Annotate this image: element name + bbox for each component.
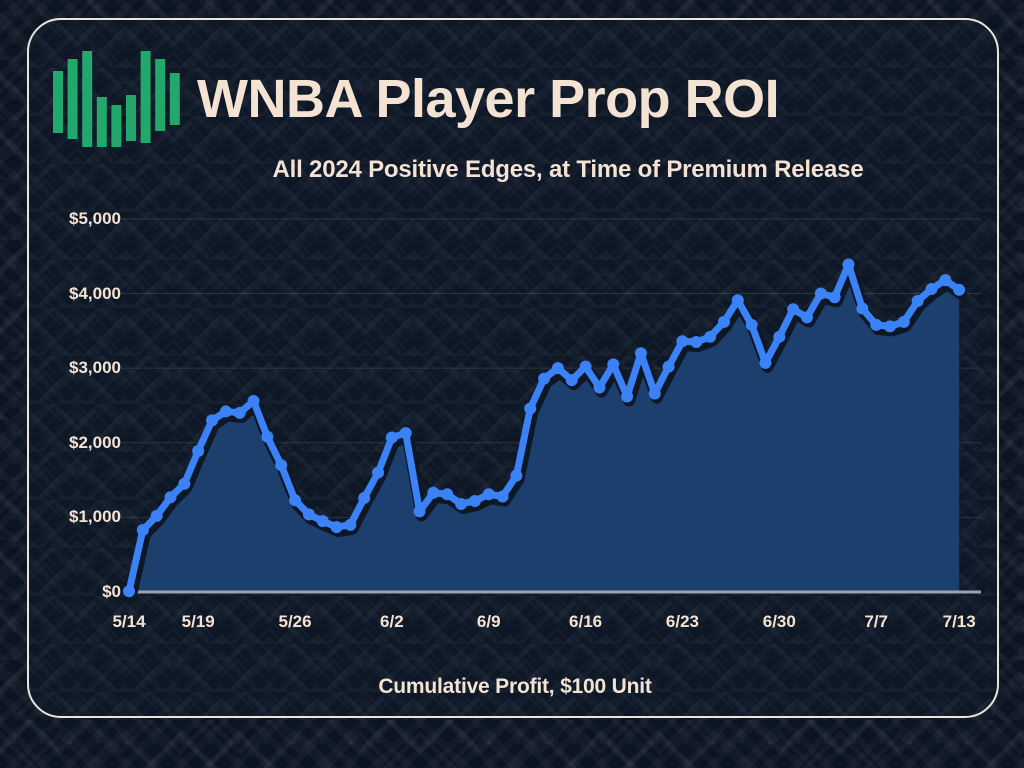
x-axis-tick: 5/26 bbox=[278, 612, 312, 631]
y-axis-tick: $5,000 bbox=[69, 208, 121, 228]
data-point bbox=[704, 330, 717, 343]
data-point bbox=[289, 494, 302, 507]
data-point bbox=[524, 402, 537, 415]
data-point bbox=[579, 360, 592, 373]
x-axis-tick: 6/23 bbox=[665, 612, 699, 631]
data-point bbox=[731, 294, 744, 307]
x-axis-tick: 6/30 bbox=[762, 612, 796, 631]
y-axis-tick: $3,000 bbox=[69, 358, 121, 378]
data-point bbox=[800, 311, 813, 324]
data-point bbox=[538, 372, 551, 385]
data-point bbox=[192, 444, 205, 457]
data-point bbox=[413, 505, 426, 518]
data-point bbox=[233, 406, 246, 419]
x-axis-tick: 5/14 bbox=[112, 612, 146, 631]
data-point bbox=[925, 283, 938, 296]
logo-bar bbox=[96, 97, 107, 147]
x-axis-tick: 6/9 bbox=[476, 612, 501, 631]
data-point bbox=[745, 318, 758, 331]
data-point bbox=[759, 356, 772, 369]
data-point bbox=[482, 488, 495, 501]
page-subtitle: All 2024 Positive Edges, at Time of Prem… bbox=[272, 156, 864, 183]
data-point bbox=[565, 374, 578, 387]
data-point bbox=[302, 508, 315, 521]
data-point bbox=[883, 320, 896, 333]
data-point bbox=[468, 494, 481, 507]
chart-card: WNBA Player Prop ROI All 2024 Positive E… bbox=[27, 18, 999, 718]
chart-caption: Cumulative Profit, $100 Unit bbox=[378, 675, 652, 698]
data-point bbox=[206, 414, 219, 427]
data-point bbox=[164, 491, 177, 504]
data-point bbox=[828, 291, 841, 304]
data-point bbox=[676, 335, 689, 348]
y-axis-tick: $4,000 bbox=[69, 283, 121, 303]
logo-bar bbox=[140, 51, 151, 143]
data-point bbox=[399, 427, 412, 440]
logo-bar bbox=[155, 59, 166, 131]
logo-bar bbox=[67, 59, 78, 139]
x-axis-tick: 5/19 bbox=[181, 612, 215, 631]
data-point bbox=[717, 315, 730, 328]
line-chart bbox=[121, 218, 981, 602]
page-title: WNBA Player Prop ROI bbox=[197, 69, 780, 129]
y-axis-tick: $2,000 bbox=[69, 432, 121, 452]
data-point bbox=[953, 283, 966, 296]
data-point bbox=[593, 381, 606, 394]
data-point bbox=[219, 405, 232, 418]
bar-logo-icon bbox=[47, 51, 187, 147]
data-point bbox=[455, 497, 468, 510]
data-point bbox=[261, 430, 274, 443]
data-point bbox=[510, 469, 523, 482]
data-point bbox=[787, 303, 800, 316]
data-point bbox=[150, 509, 163, 522]
data-point bbox=[648, 387, 661, 400]
data-point bbox=[385, 431, 398, 444]
data-point bbox=[551, 362, 564, 375]
logo-bar bbox=[82, 51, 93, 147]
data-point bbox=[690, 336, 703, 349]
data-point bbox=[358, 491, 371, 504]
data-point bbox=[123, 585, 135, 598]
x-axis-labels: 5/14 5/19 5/26 6/2 6/9 6/16 6/23 6/30 7/7 7/13 bbox=[29, 612, 997, 642]
data-point bbox=[316, 515, 329, 528]
data-point bbox=[427, 486, 440, 499]
data-point bbox=[870, 318, 883, 331]
data-point bbox=[662, 360, 675, 373]
data-point bbox=[247, 394, 260, 407]
data-point bbox=[330, 521, 343, 534]
logo-bar bbox=[111, 105, 122, 147]
y-axis-tick: $0 bbox=[102, 582, 121, 601]
data-point bbox=[634, 347, 647, 360]
chart-header: WNBA Player Prop ROI All 2024 Positive E… bbox=[29, 20, 997, 184]
plot-area: $0 $1,000 $2,000 $3,000 $4,000 $5,000 5/14 5/1… bbox=[29, 192, 997, 662]
x-axis-tick: 7/13 bbox=[942, 612, 976, 631]
logo-bar bbox=[169, 73, 180, 125]
y-axis-tick: $1,000 bbox=[69, 507, 121, 527]
x-axis-tick: 6/2 bbox=[380, 612, 404, 631]
data-point bbox=[621, 390, 634, 403]
data-point bbox=[911, 295, 924, 307]
data-point bbox=[344, 518, 357, 531]
area-fill bbox=[129, 264, 960, 592]
data-point bbox=[607, 358, 620, 371]
data-point bbox=[178, 477, 191, 490]
data-point bbox=[372, 466, 385, 479]
data-point bbox=[275, 459, 288, 472]
data-point bbox=[441, 488, 454, 501]
data-point bbox=[897, 315, 910, 328]
logo-bar bbox=[126, 95, 136, 141]
x-axis-tick: 6/16 bbox=[569, 612, 603, 631]
data-point bbox=[496, 490, 509, 503]
data-point bbox=[136, 524, 149, 537]
logo-bar bbox=[53, 71, 63, 133]
data-point bbox=[939, 274, 952, 287]
data-point bbox=[814, 287, 827, 300]
y-axis-labels: $0 $1,000 $2,000 $3,000 $4,000 $5,000 bbox=[29, 192, 121, 601]
data-point bbox=[842, 258, 855, 271]
x-axis-tick: 7/7 bbox=[864, 612, 888, 631]
data-point bbox=[856, 302, 869, 315]
title-row: WNBA Player Prop ROI bbox=[29, 20, 997, 147]
data-point bbox=[773, 330, 786, 343]
